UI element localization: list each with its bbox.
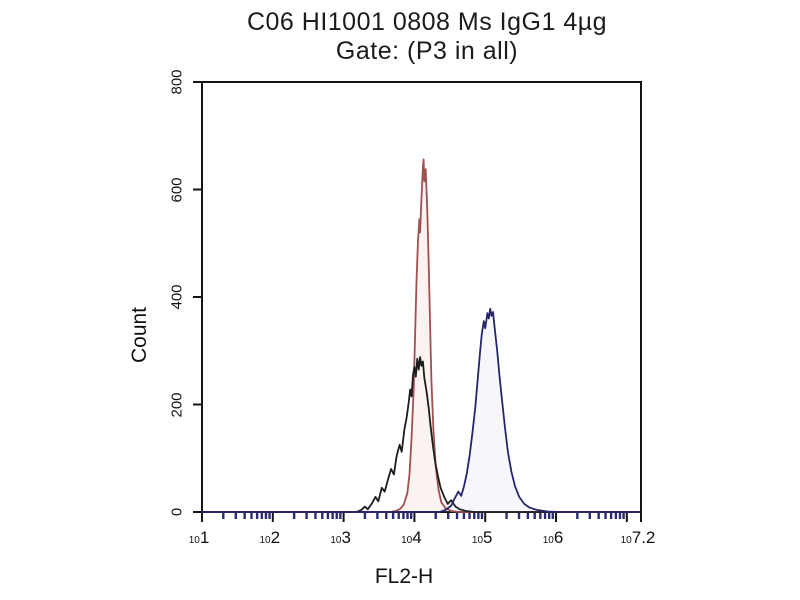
y-tick-label: 0	[168, 507, 186, 517]
x-tick-label: 103	[330, 528, 351, 548]
x-tick-base-10: 10	[259, 535, 271, 546]
x-tick-exponent: 7.2	[631, 528, 656, 547]
red-control-histogram-fill	[202, 159, 641, 512]
x-axis-label: FL2-H	[374, 565, 434, 588]
x-tick-label: 101	[189, 528, 210, 548]
x-tick-exponent: 4	[412, 528, 422, 547]
x-tick-exponent: 2	[270, 528, 281, 547]
red-control-histogram	[202, 158, 641, 513]
blue-stained-histogram	[202, 307, 641, 513]
x-tick-label: 106	[543, 528, 564, 548]
y-tick-label: 600	[168, 176, 186, 203]
y-axis-label: Count	[128, 306, 151, 364]
x-tick-base-10: 10	[401, 535, 413, 546]
chart-title: C06 HI1001 0808 Ms IgG1 4µg Gate: (P3 in…	[27, 8, 800, 66]
y-tick-label: 400	[168, 284, 186, 310]
x-tick-exponent: 1	[199, 528, 210, 547]
x-tick-exponent: 3	[341, 528, 351, 547]
y-tick-label: 800	[168, 69, 186, 95]
x-tick-label: 107.2	[621, 528, 656, 548]
chart-title-line2: Gate: (P3 in all)	[335, 37, 519, 65]
x-tick-base-10: 10	[542, 535, 554, 546]
x-tick-exponent: 6	[553, 528, 564, 547]
x-tick-base-10: 10	[620, 535, 632, 546]
x-tick-base-10: 10	[330, 535, 342, 546]
x-tick-exponent: 5	[483, 528, 493, 547]
black-isotype-histogram	[202, 356, 641, 513]
x-tick-label: 104	[401, 528, 422, 548]
x-tick-label: 105	[472, 528, 493, 548]
x-tick-base-10: 10	[471, 535, 484, 546]
y-tick-label: 200	[168, 391, 186, 418]
x-tick-base-10: 10	[188, 535, 200, 546]
x-tick-label: 102	[260, 528, 281, 548]
chart-title-line1: C06 HI1001 0808 Ms IgG1 4µg	[246, 8, 608, 36]
